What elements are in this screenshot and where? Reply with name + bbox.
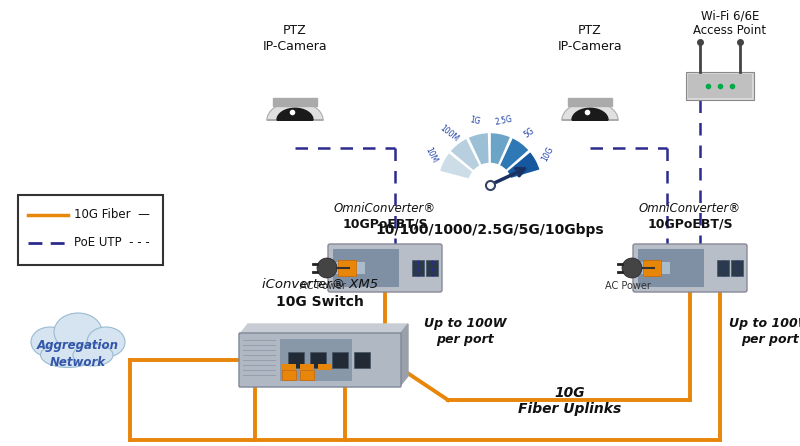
Text: AC Power: AC Power xyxy=(605,281,651,291)
Bar xyxy=(354,352,370,368)
Wedge shape xyxy=(490,132,511,165)
Circle shape xyxy=(317,258,337,278)
Bar xyxy=(333,249,399,287)
Polygon shape xyxy=(572,108,608,120)
FancyBboxPatch shape xyxy=(239,333,401,387)
Text: 10/100/1000/2.5G/5G/10Gbps: 10/100/1000/2.5G/5G/10Gbps xyxy=(376,223,604,237)
Bar xyxy=(273,98,317,106)
Wedge shape xyxy=(468,132,490,165)
Text: iConverter® XM5: iConverter® XM5 xyxy=(262,278,378,292)
Text: 10G: 10G xyxy=(554,386,586,400)
Bar xyxy=(568,98,612,106)
Polygon shape xyxy=(400,324,408,386)
Text: 10G: 10G xyxy=(540,145,555,163)
Text: 10GPoEBT/S: 10GPoEBT/S xyxy=(647,218,733,231)
Polygon shape xyxy=(267,102,323,120)
Text: 10M: 10M xyxy=(424,146,439,165)
Bar xyxy=(310,352,326,368)
Wedge shape xyxy=(499,137,530,171)
Text: Up to 100W: Up to 100W xyxy=(424,318,506,330)
Text: IP-Camera: IP-Camera xyxy=(558,40,622,53)
Bar xyxy=(282,370,296,380)
Polygon shape xyxy=(240,324,408,334)
Bar xyxy=(280,339,352,381)
Ellipse shape xyxy=(87,327,125,357)
Text: PoE UTP  - - -: PoE UTP - - - xyxy=(74,236,150,249)
Text: OmniConverter®: OmniConverter® xyxy=(639,202,741,215)
Bar xyxy=(688,74,752,98)
Text: Fiber Uplinks: Fiber Uplinks xyxy=(518,402,622,416)
Bar xyxy=(282,364,296,370)
Text: Up to 100W: Up to 100W xyxy=(729,318,800,330)
Text: 10G Fiber  —: 10G Fiber — xyxy=(74,208,150,222)
Text: per port: per port xyxy=(436,334,494,347)
Bar xyxy=(338,260,356,276)
Text: Access Point: Access Point xyxy=(694,24,766,37)
Text: per port: per port xyxy=(741,334,799,347)
Bar xyxy=(332,352,348,368)
Bar xyxy=(300,364,314,370)
Bar xyxy=(638,249,704,287)
Text: OmniConverter®: OmniConverter® xyxy=(334,202,436,215)
Polygon shape xyxy=(277,108,313,120)
Text: IP-Camera: IP-Camera xyxy=(262,40,327,53)
Polygon shape xyxy=(562,102,618,120)
Text: 10GPoEBT/S: 10GPoEBT/S xyxy=(342,218,428,231)
Text: 100M: 100M xyxy=(438,124,461,144)
Text: PTZ: PTZ xyxy=(578,24,602,37)
Bar xyxy=(288,352,304,368)
Bar xyxy=(643,260,661,276)
Bar xyxy=(426,260,438,276)
Text: 1G: 1G xyxy=(469,116,481,127)
Wedge shape xyxy=(439,152,474,179)
Bar xyxy=(412,260,424,276)
FancyBboxPatch shape xyxy=(328,244,442,292)
FancyBboxPatch shape xyxy=(633,244,747,292)
Text: 2.5G: 2.5G xyxy=(494,115,513,127)
Circle shape xyxy=(622,258,642,278)
Text: 10G Switch: 10G Switch xyxy=(276,295,364,309)
Wedge shape xyxy=(506,151,541,179)
Ellipse shape xyxy=(54,313,102,351)
Text: 5G: 5G xyxy=(522,126,536,139)
Bar xyxy=(731,260,743,276)
Text: PTZ: PTZ xyxy=(283,24,307,37)
Ellipse shape xyxy=(31,327,69,357)
Bar xyxy=(640,262,670,274)
Wedge shape xyxy=(450,138,481,171)
Text: Wi-Fi 6/6E: Wi-Fi 6/6E xyxy=(701,9,759,22)
Bar xyxy=(335,262,365,274)
Text: Aggregation: Aggregation xyxy=(37,339,119,351)
Text: AC Power: AC Power xyxy=(300,281,346,291)
Bar xyxy=(318,364,332,370)
Ellipse shape xyxy=(73,344,113,366)
Bar xyxy=(18,195,163,265)
Ellipse shape xyxy=(41,343,95,368)
Bar xyxy=(686,72,754,100)
Bar xyxy=(300,370,314,380)
Bar xyxy=(717,260,729,276)
Text: Network: Network xyxy=(50,355,106,368)
